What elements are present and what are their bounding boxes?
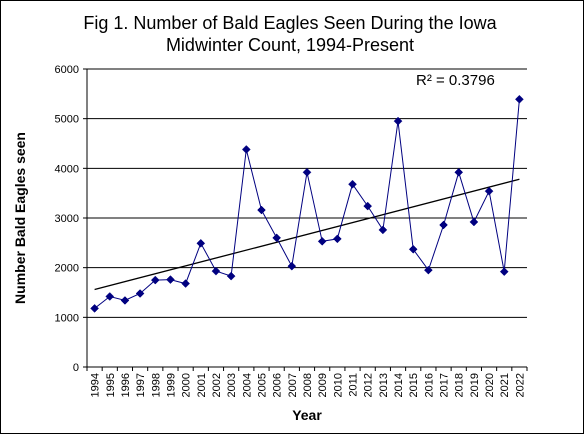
data-point-2014 <box>393 116 403 126</box>
data-point-2018 <box>454 167 464 177</box>
y-tick-label: 2000 <box>55 263 79 275</box>
data-point-1996 <box>120 296 130 305</box>
x-tick-label: 2011 <box>348 373 360 397</box>
data-point-2001 <box>196 238 206 248</box>
y-tick-label: 4000 <box>55 163 79 175</box>
x-tick-label: 2020 <box>484 373 496 397</box>
axes <box>83 68 528 371</box>
y-tick-label: 1000 <box>55 312 79 324</box>
x-tick-label: 2018 <box>454 373 466 397</box>
x-tick-label: 2015 <box>408 373 420 397</box>
x-tick-label: 2009 <box>317 373 329 397</box>
data-point-2006 <box>272 233 282 243</box>
linear-trendline <box>94 178 520 291</box>
data-point-2020 <box>484 186 494 196</box>
x-tick-label: 2022 <box>514 373 526 397</box>
x-tick-label: 1996 <box>120 373 132 397</box>
r-squared-annotation: R² = 0.3796 <box>416 72 495 89</box>
x-tick-label: 2012 <box>363 373 375 397</box>
gridlines <box>87 68 527 318</box>
data-point-1999 <box>166 275 175 284</box>
y-tick-label: 3000 <box>55 213 79 225</box>
data-point-2009 <box>317 236 327 246</box>
x-tick-label: 1999 <box>165 373 177 397</box>
x-tick-label: 2008 <box>302 373 314 397</box>
data-point-2005 <box>257 205 266 215</box>
trendline-layer <box>94 178 520 291</box>
data-point-2021 <box>499 267 509 276</box>
data-point-2011 <box>348 179 357 189</box>
data-point-2004 <box>241 145 251 154</box>
x-tick-label: 2001 <box>196 373 208 397</box>
y-tick-label: 6000 <box>55 64 79 76</box>
data-point-2002 <box>211 266 221 276</box>
data-point-1994 <box>90 304 99 313</box>
x-tick-label: 2007 <box>287 373 299 397</box>
data-point-2017 <box>439 220 448 230</box>
data-point-2022 <box>515 94 524 104</box>
x-tick-label: 1994 <box>90 373 102 397</box>
y-tick-labels: 0 1000 2000 3000 4000 5000 6000 <box>55 64 79 374</box>
x-tick-label: 2013 <box>378 373 390 397</box>
data-point-2010 <box>332 234 342 244</box>
data-point-2016 <box>424 265 433 275</box>
x-axis-title: Year <box>292 407 322 423</box>
x-tick-label: 1995 <box>105 373 117 397</box>
x-tick-label: 2017 <box>439 373 451 397</box>
chart-title-line-2: Midwinter Count, 1994-Present <box>166 35 414 55</box>
data-point-2003 <box>226 271 236 281</box>
data-point-1998 <box>150 275 160 285</box>
x-tick-label: 1997 <box>135 373 147 397</box>
x-tick-label: 2021 <box>499 373 511 397</box>
data-point-2000 <box>181 279 190 288</box>
chart-title-line-1: Fig 1. Number of Bald Eagles Seen During… <box>83 13 497 33</box>
data-point-2008 <box>302 167 312 177</box>
data-point-1997 <box>135 289 145 298</box>
x-tick-label: 2006 <box>272 373 284 397</box>
x-tick-label: 2014 <box>393 373 405 397</box>
y-tick-label: 0 <box>73 362 79 374</box>
series-line <box>94 99 520 309</box>
data-point-2007 <box>287 261 297 271</box>
y-tick-label: 5000 <box>55 114 79 126</box>
x-tick-label: 2002 <box>211 373 223 397</box>
data-point-2013 <box>378 225 388 235</box>
x-tick-label: 2016 <box>423 373 435 397</box>
data-point-2019 <box>469 217 479 227</box>
x-tick-labels: 1994 1995 1996 1997 1998 1999 2000 2001 2002 2003… <box>90 373 527 397</box>
x-tick-label: 2004 <box>241 373 253 397</box>
x-tick-label: 2010 <box>332 373 344 397</box>
y-axis-title: Number Bald Eagles seen <box>12 132 28 304</box>
data-series <box>90 94 524 313</box>
x-tick-label: 2019 <box>469 373 481 397</box>
data-point-1995 <box>105 292 115 301</box>
data-point-2012 <box>363 201 373 211</box>
x-tick-label: 2003 <box>226 373 238 397</box>
x-tick-label: 1998 <box>150 373 162 397</box>
data-point-2015 <box>408 244 418 254</box>
x-tick-label: 2005 <box>256 373 268 397</box>
x-tick-label: 2000 <box>181 373 193 397</box>
